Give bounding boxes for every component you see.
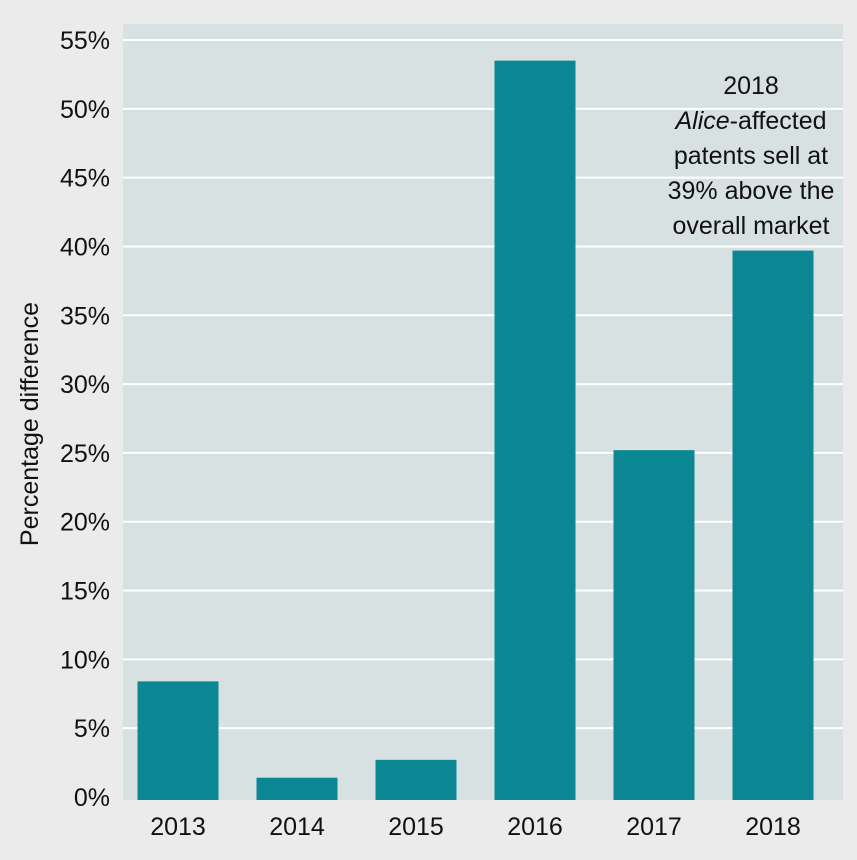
x-tick-label: 2016: [507, 813, 563, 841]
bars: [137, 60, 814, 801]
y-tick-label: 5%: [74, 715, 110, 743]
bar-2013: [137, 681, 219, 800]
bar-2017: [613, 450, 695, 800]
x-tick-label: 2014: [269, 813, 325, 841]
y-tick-label: 15%: [60, 578, 110, 606]
y-tick-label: 30%: [60, 371, 110, 399]
bar-2016: [494, 60, 576, 801]
plot-area: [123, 24, 843, 800]
y-tick-label: 0%: [74, 784, 110, 812]
x-axis-ticks: 2013 2014 2015 2016 2017 2018: [150, 813, 801, 841]
bar-2014: [256, 777, 338, 800]
x-tick-label: 2015: [388, 813, 444, 841]
y-tick-label: 45%: [60, 165, 110, 193]
y-axis-title: Percentage difference: [16, 302, 44, 546]
bar-2015: [375, 759, 457, 800]
y-tick-label: 25%: [60, 440, 110, 468]
y-tick-label: 10%: [60, 646, 110, 674]
y-tick-label: 55%: [60, 27, 110, 55]
y-axis-ticks: 0% 5% 10% 15% 20% 25% 30% 35% 40% 45% 50% 55%: [60, 27, 110, 812]
y-tick-label: 40%: [60, 233, 110, 261]
y-tick-label: 20%: [60, 509, 110, 537]
x-tick-label: 2018: [745, 813, 801, 841]
bar-2018: [732, 250, 814, 801]
x-tick-label: 2017: [626, 813, 682, 841]
annotation-2018: 2018 Alice-affected patents sell at 39% abo…: [668, 72, 835, 240]
y-tick-label: 35%: [60, 302, 110, 330]
y-tick-label: 50%: [60, 96, 110, 124]
x-tick-label: 2013: [150, 813, 206, 841]
gridlines: [123, 39, 843, 730]
